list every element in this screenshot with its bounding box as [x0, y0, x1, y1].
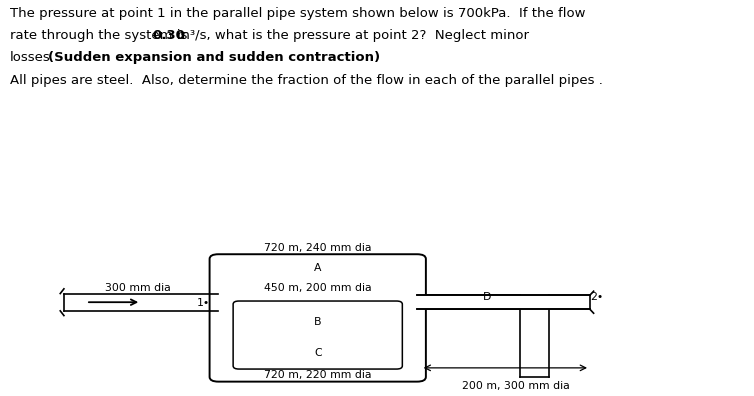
- Text: 0.30: 0.30: [152, 29, 185, 42]
- Text: rate through the system is: rate through the system is: [11, 29, 192, 42]
- FancyBboxPatch shape: [417, 295, 590, 309]
- Text: 720 m, 240 mm dia: 720 m, 240 mm dia: [264, 243, 372, 253]
- Text: B: B: [314, 317, 321, 327]
- Text: losses: losses: [11, 51, 51, 63]
- Text: 450 m, 200 mm dia: 450 m, 200 mm dia: [264, 284, 372, 293]
- FancyBboxPatch shape: [233, 301, 403, 369]
- Text: 720 m, 220 mm dia: 720 m, 220 mm dia: [264, 370, 372, 380]
- Text: All pipes are steel.  Also, determine the fraction of the flow in each of the pa: All pipes are steel. Also, determine the…: [11, 74, 603, 87]
- Text: 2•: 2•: [590, 292, 603, 302]
- Text: C: C: [314, 348, 321, 358]
- Text: 300 mm dia: 300 mm dia: [105, 283, 170, 293]
- Text: D: D: [483, 292, 491, 302]
- Text: A: A: [314, 263, 321, 273]
- Text: (Sudden expansion and sudden contraction): (Sudden expansion and sudden contraction…: [48, 51, 381, 63]
- Text: The pressure at point 1 in the parallel pipe system shown below is 700kPa.  If t: The pressure at point 1 in the parallel …: [11, 7, 586, 20]
- Text: 1•: 1•: [196, 298, 210, 308]
- FancyBboxPatch shape: [210, 254, 426, 382]
- Text: 200 m, 300 mm dia: 200 m, 300 mm dia: [462, 381, 570, 391]
- Text: m³/s, what is the pressure at point 2?  Neglect minor: m³/s, what is the pressure at point 2? N…: [177, 29, 529, 42]
